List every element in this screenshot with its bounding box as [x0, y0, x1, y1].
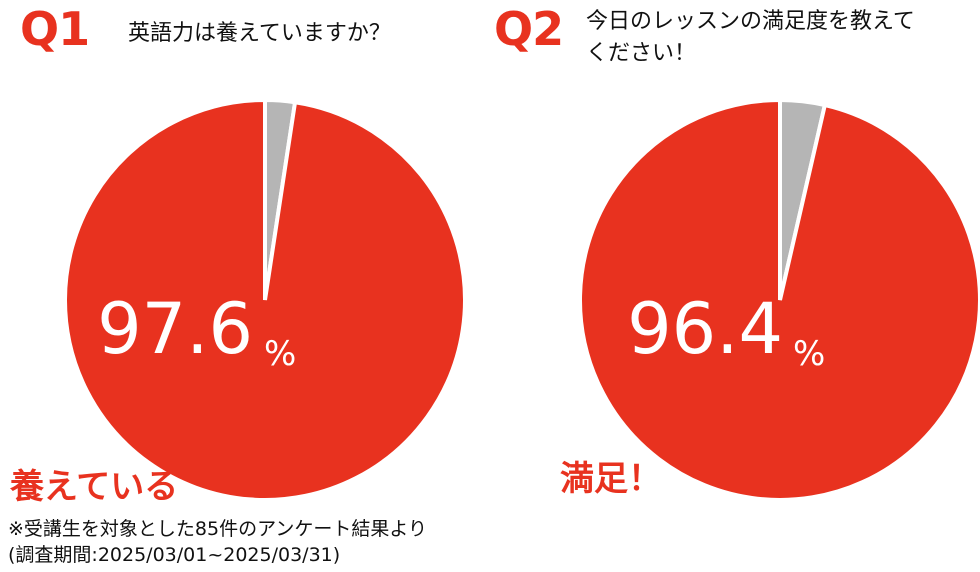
pie-q2-center-unit: %: [793, 334, 825, 374]
survey-footnote-line-1: ※受講生を対象とした85件のアンケート結果より: [8, 518, 427, 540]
q2-question: 今日のレッスンの満足度を教えて ください！: [586, 6, 915, 70]
pie-q1-slice-main: [63, 97, 467, 502]
pie-chart-q2: 96.4 %: [578, 97, 980, 502]
q2-question-line-2: ください！: [586, 41, 697, 66]
pie-q2-center-value: 96.4: [627, 288, 783, 370]
q1-question: 英語力は養えていますか？: [128, 21, 391, 46]
pie-chart-q1: 97.6 %: [63, 97, 467, 502]
q1-highlight-label: 養えている: [10, 467, 179, 507]
pie-q2-slices: [578, 97, 980, 502]
pie-q1-center-unit: %: [264, 334, 296, 374]
q2-number: Q2: [494, 2, 564, 56]
pie-q1-slices: [63, 97, 467, 502]
q2-question-line-1: 今日のレッスンの満足度を教えて: [586, 9, 915, 34]
pie-q1-center-value: 97.6: [97, 288, 253, 370]
q2-highlight-label: 満足！: [560, 459, 662, 499]
survey-footnote-line-2: (調査期間:2025/03/01~2025/03/31): [8, 544, 341, 566]
q1-number: Q1: [20, 2, 90, 56]
pie-q2-slice-main: [578, 97, 980, 502]
